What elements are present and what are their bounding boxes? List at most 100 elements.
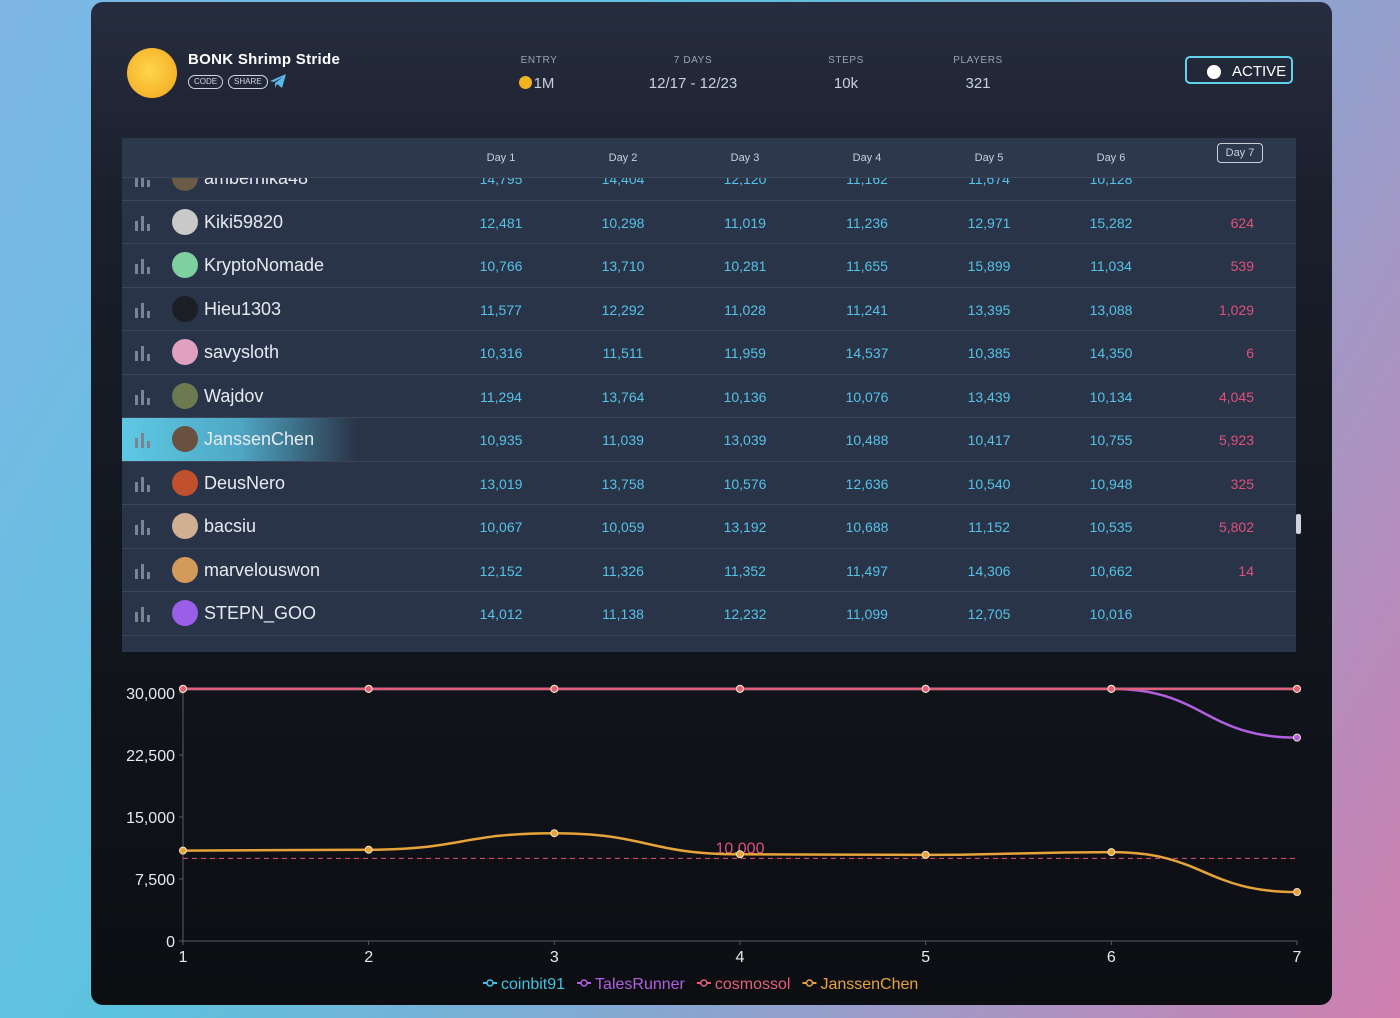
avatar [172,252,198,278]
point [921,684,930,693]
stats-icon[interactable] [134,563,152,579]
player-name: KryptoNomade [204,255,325,275]
table-row[interactable]: KryptoNomade 10,766 13,710 10,281 11,655 15,8… [122,244,1296,288]
point [1293,684,1301,693]
avatar [172,469,198,496]
day-steps: 13,710 [601,258,645,274]
x-tick-label: 2 [364,949,373,966]
day-steps: 11,241 [846,301,888,318]
legend-label[interactable]: JanssenChen [820,976,918,993]
table-row[interactable]: marvelouswon 12,152 11,326 11,352 11,497 14,3… [122,549,1296,592]
column-header: Day 4 [852,152,882,164]
code-badge[interactable]: CODE [188,75,224,89]
point [364,684,373,693]
day-steps: 11,497 [846,562,888,579]
day-steps: 1,029 [1218,301,1254,318]
table-row[interactable]: bacsiu 10,067 10,059 13,192 10,688 11,152 10,5… [122,505,1296,549]
stat-label: PLAYERS [953,55,1003,66]
legend-icon [700,979,708,987]
day-steps: 10,298 [601,214,645,231]
player-name: Kiki59820 [204,211,284,232]
title: BONK Shrimp Stride [188,51,341,68]
day-steps: 10,540 [967,475,1011,492]
table-row[interactable]: Kiki59820 12,481 10,298 11,019 11,236 12,971 1… [122,201,1296,244]
leaderboard-table: Day 1 Day 2 Day 3 Day 4 Day 5 Day 6 Day 7 ambe… [122,138,1296,652]
avatar [172,382,198,409]
day-steps: 10,059 [601,519,645,535]
day-steps: 10,535 [1089,519,1133,535]
status-toggle[interactable]: ACTIVE [1185,56,1293,84]
day-steps: 14,350 [1089,345,1133,361]
card: BONK Shrimp Stride CODE SHARE ENTRY 1M 7 D… [91,2,1332,1005]
stat-value: 321 [965,75,991,92]
day-steps: 15,282 [1089,214,1133,231]
day-steps: 13,088 [1089,301,1133,318]
avatar [172,513,198,539]
status-text: ACTIVE [1232,63,1287,80]
day-steps: 10,417 [967,432,1011,448]
table-row[interactable]: JanssenChen 10,935 11,039 13,039 10,488 10,41… [122,418,1296,462]
stats-icon[interactable] [134,302,152,318]
table-row[interactable]: Hieu1303 11,577 12,292 11,028 11,241 13,395 13… [122,288,1296,331]
table-row[interactable]: savysloth 10,316 11,511 11,959 14,537 10,385 1… [122,331,1296,375]
table-row[interactable]: Wajdov 11,294 13,764 10,136 10,076 13,439 10,1… [122,375,1296,418]
column-header-selected[interactable]: Day 7 [1216,143,1264,163]
stats-icon[interactable] [134,215,152,231]
table-row[interactable]: ambernika48 14,795 14,404 12,120 11,162 11,67… [122,178,1296,201]
day-steps: 10,576 [723,475,767,492]
legend-label[interactable]: coinbit91 [501,976,565,993]
day-steps: 6 [1246,345,1254,361]
stats-icon[interactable] [134,389,152,405]
avatar [172,600,198,626]
player-name: JanssenChen [204,429,315,449]
day-steps: 11,674 [968,178,1010,187]
stats-icon[interactable] [134,345,152,361]
day-steps: 624 [1230,214,1254,231]
day-steps: 13,019 [479,475,523,492]
column-header: Day 7 [1200,143,1280,163]
avatar [172,556,198,583]
stats-icon[interactable] [134,432,152,448]
stats-icon[interactable] [134,519,152,535]
day-steps: 10,076 [845,388,889,405]
day-steps: 10,662 [1089,562,1133,579]
share-badge[interactable]: SHARE [228,75,268,89]
table-row[interactable]: STEPN_GOO 14,012 11,138 12,232 11,099 12,705 1… [122,592,1296,636]
day-steps: 11,959 [724,345,766,361]
y-tick-label: 15,000 [126,810,175,827]
day-steps: 13,192 [723,519,767,535]
x-tick-label: 6 [1107,949,1116,966]
column-header: Day 6 [1096,152,1126,164]
day-steps: 13,395 [967,301,1011,318]
stats-icon[interactable] [134,476,152,492]
scrollbar[interactable] [1296,514,1301,534]
day-steps: 5,923 [1218,432,1254,448]
day-steps: 14,537 [845,345,889,361]
day-steps: 12,481 [479,214,523,231]
legend-label[interactable]: TalesRunner [595,976,686,993]
table-row[interactable]: DeusNero 13,019 13,758 10,576 12,636 10,540 10… [122,462,1296,505]
day-steps: 539 [1230,258,1254,274]
table-header: Day 1 Day 2 Day 3 Day 4 Day 5 Day 6 Day 7 [122,138,1296,178]
point [550,684,559,693]
point [1293,733,1301,742]
day-steps: 10,281 [723,258,767,274]
y-tick-label: 7,500 [135,872,175,889]
telegram-icon[interactable] [269,73,287,89]
day-steps: 12,705 [967,606,1011,622]
legend-label[interactable]: cosmossol [715,976,791,993]
stats-icon[interactable] [134,178,152,187]
point [736,850,744,859]
day-steps: 13,439 [967,388,1011,405]
player-name: STEPN_GOO [204,603,317,623]
day-steps: 10,766 [479,258,523,274]
day-steps: 11,034 [1090,258,1132,274]
series-line [183,687,1298,739]
point [1293,888,1301,897]
day-steps: 10,316 [479,345,523,361]
stats-icon[interactable] [134,258,152,274]
legend-icon [580,979,588,987]
stats-icon[interactable] [134,606,152,622]
legend-icon [486,979,494,987]
player-name: savysloth [204,342,280,362]
